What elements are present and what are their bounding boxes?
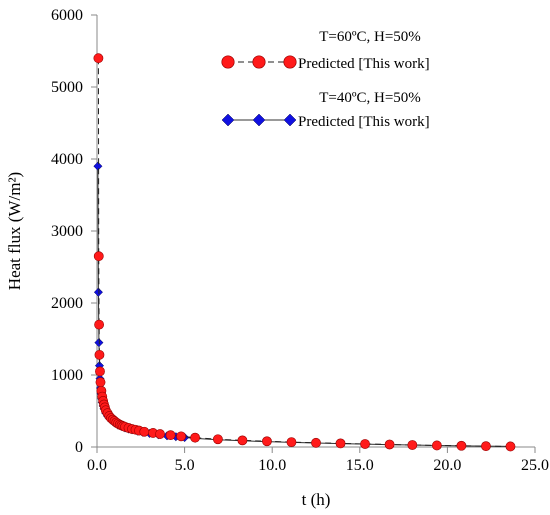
- x-axis-ticks: 0.0 5.0 10.0 15.0 20.0 25.0: [87, 447, 549, 474]
- data-point-diamond: [93, 287, 103, 297]
- data-point-circle: [93, 251, 104, 262]
- y-tick-label: 6000: [51, 7, 83, 24]
- data-point-circle: [95, 366, 105, 377]
- data-point-circle: [481, 441, 491, 452]
- x-tick-label: 10.0: [258, 457, 286, 474]
- legend-label-series-60c: Predicted [This work]: [298, 56, 430, 72]
- plot-area: 0.0 5.0 10.0 15.0 20.0 25.0 0 1000 2000 3000 4000…: [51, 7, 549, 474]
- y-tick-label: 0: [75, 439, 83, 456]
- data-point-circle: [212, 434, 223, 445]
- y-tick-label: 1000: [51, 367, 83, 384]
- y-tick-label: 4000: [51, 151, 83, 168]
- data-point-circle: [155, 429, 165, 439]
- data-point-circle: [335, 438, 346, 449]
- legend: T=60ºC, H=50% Predicted [This work] T=40…: [221, 29, 430, 130]
- legend-marker-diamond: [283, 113, 297, 127]
- data-point-circle: [93, 53, 104, 64]
- legend-title-series-40c: T=40ºC, H=50%: [319, 90, 421, 106]
- data-point-circle: [262, 436, 272, 447]
- y-axis-ticks: 0 1000 2000 3000 4000 5000 6000: [51, 7, 97, 456]
- data-point-circle: [431, 440, 442, 451]
- series-0: [93, 53, 516, 452]
- data-point-circle: [165, 430, 176, 441]
- legend-marker-diamond: [221, 113, 235, 127]
- data-point-circle: [384, 439, 395, 450]
- data-point-circle: [407, 440, 418, 450]
- legend-title-series-60c: T=60ºC, H=50%: [319, 29, 421, 45]
- data-point-circle: [286, 437, 297, 448]
- y-axis-title: Heat flux (W/m²): [5, 172, 24, 290]
- legend-marker-circle: [221, 55, 235, 69]
- legend-label-series-40c: Predicted [This work]: [298, 114, 430, 130]
- series-1: [93, 161, 516, 451]
- data-point-circle: [237, 435, 248, 446]
- legend-swatch-series-40c: [221, 113, 297, 127]
- x-tick-label: 5.0: [175, 457, 195, 474]
- legend-marker-diamond: [252, 113, 266, 127]
- data-point-circle: [311, 437, 321, 448]
- x-tick-label: 0.0: [87, 457, 107, 474]
- data-point-circle: [95, 377, 106, 388]
- x-tick-label: 15.0: [346, 457, 374, 474]
- data-point-circle: [456, 440, 467, 451]
- series-line-1: [97, 166, 511, 447]
- data-point-circle: [505, 441, 516, 452]
- data-point-circle: [94, 319, 105, 330]
- data-point-diamond: [93, 161, 103, 171]
- data-point-circle: [94, 349, 105, 360]
- legend-marker-circle: [252, 55, 266, 69]
- legend-swatch-series-60c: [221, 55, 297, 69]
- x-tick-label: 20.0: [433, 457, 461, 474]
- data-point-circle: [190, 432, 201, 443]
- series-layer: [93, 53, 516, 452]
- data-point-circle: [360, 439, 370, 449]
- legend-marker-circle: [283, 55, 297, 69]
- data-point-circle: [176, 431, 186, 442]
- x-axis-title: t (h): [302, 490, 331, 509]
- x-tick-label: 25.0: [521, 457, 549, 474]
- data-point-circle: [139, 426, 150, 437]
- y-tick-label: 3000: [51, 223, 83, 240]
- y-tick-label: 2000: [51, 295, 83, 312]
- y-tick-label: 5000: [51, 79, 83, 96]
